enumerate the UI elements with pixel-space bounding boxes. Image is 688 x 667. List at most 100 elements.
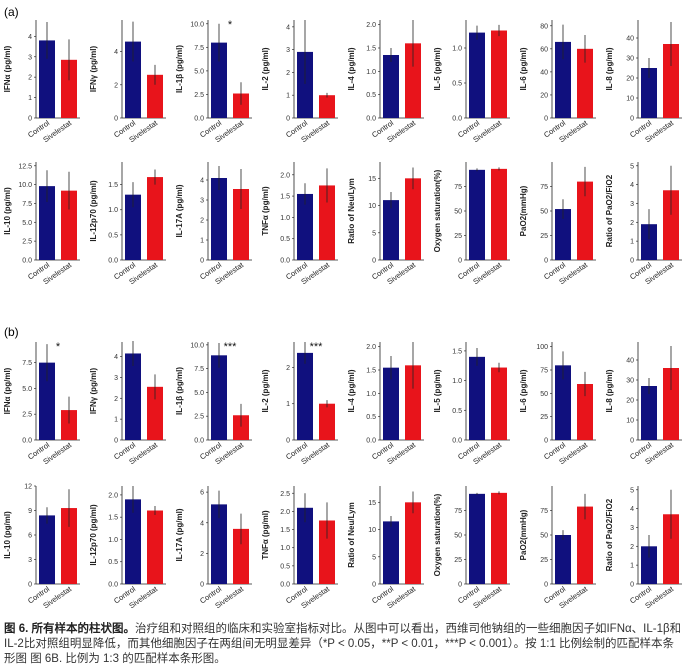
y-tick-label: 2	[28, 75, 32, 82]
y-tick-label: 0	[544, 258, 548, 265]
y-tick-label: 1.0	[452, 378, 462, 385]
y-tick-label: 50	[454, 533, 462, 540]
y-axis-label: PaO2(mmHg)	[519, 509, 528, 560]
y-tick-label: 0	[286, 438, 290, 445]
bar	[125, 499, 141, 584]
y-tick-label: 10	[368, 527, 376, 534]
y-tick-label: 2.0	[280, 509, 290, 516]
y-tick-label: 1.5	[452, 348, 462, 355]
y-axis-label: IL-6 (pg/ml)	[519, 369, 528, 412]
bar	[211, 504, 227, 584]
y-tick-label: 50	[454, 209, 462, 216]
bar	[297, 352, 313, 440]
mini-chart: IL-12p70 (pg/ml)0.00.51.01.5ControlSivel…	[89, 162, 166, 286]
panel-label: (b)	[4, 325, 19, 339]
y-tick-label: 50	[540, 209, 548, 216]
bar	[211, 178, 227, 260]
y-tick-label: 2.0	[366, 344, 376, 351]
y-axis-label: TNFα (pg/ml)	[261, 186, 270, 236]
y-tick-label: 75	[540, 508, 548, 515]
bar	[61, 410, 77, 440]
y-tick-label: 1.5	[108, 182, 118, 189]
y-axis-label: IL-12p70 (pg/ml)	[89, 180, 98, 242]
y-tick-label: 2	[630, 544, 634, 551]
y-axis-label: IFNγ (pg/ml)	[89, 46, 98, 93]
y-tick-label: 1	[286, 401, 290, 408]
bar	[555, 365, 571, 440]
y-tick-label: 5.0	[22, 386, 32, 393]
y-tick-label: 2.0	[366, 22, 376, 29]
y-tick-label: 25	[540, 414, 548, 421]
y-tick-label: 25	[540, 557, 548, 564]
y-tick-label: 0.5	[452, 81, 462, 88]
y-tick-label: 2	[286, 365, 290, 372]
y-tick-label: 60	[540, 46, 548, 53]
y-tick-label: 0.5	[108, 559, 118, 566]
y-tick-label: 0	[372, 258, 376, 265]
y-tick-label: 5.0	[194, 390, 204, 397]
y-tick-label: 2.5	[22, 239, 32, 246]
y-axis-label: Ratio of PaO2/FiO2	[605, 498, 614, 571]
y-tick-label: 4	[114, 354, 118, 361]
y-tick-label: 0.0	[22, 258, 32, 265]
bar	[233, 415, 249, 440]
mini-chart: IL-5 (pg/ml)0.00.51.01.5ControlSivelesta…	[433, 342, 510, 466]
y-tick-label: 0.0	[452, 116, 462, 123]
bar	[663, 44, 679, 118]
y-tick-label: 7.5	[22, 360, 32, 367]
bar	[383, 200, 399, 260]
y-tick-label: 0.0	[280, 582, 290, 589]
bar	[491, 30, 507, 118]
y-tick-label: 1.5	[366, 46, 376, 53]
y-axis-label: IL-8 (pg/ml)	[605, 47, 614, 90]
bar	[469, 493, 485, 584]
y-tick-label: 1.0	[280, 545, 290, 552]
y-tick-label: 5	[372, 230, 376, 237]
bar	[663, 190, 679, 260]
y-axis-label: IL-10 (pg/ml)	[3, 511, 12, 559]
y-tick-label: 2.5	[194, 414, 204, 421]
bar	[211, 42, 227, 118]
y-tick-label: 75	[454, 508, 462, 515]
y-tick-label: 50	[540, 391, 548, 398]
bar	[125, 41, 141, 119]
y-tick-label: 4	[200, 520, 204, 527]
y-tick-label: 0.0	[108, 258, 118, 265]
y-tick-label: 0	[200, 258, 204, 265]
y-tick-label: 10.0	[190, 21, 204, 28]
y-axis-label: Oxygen saturation(%)	[433, 169, 442, 252]
y-tick-label: 9	[28, 508, 32, 515]
y-tick-label: 5	[630, 163, 634, 170]
y-tick-label: 12.5	[18, 163, 32, 170]
y-tick-label: 30	[626, 378, 634, 385]
y-tick-label: 0.0	[366, 438, 376, 445]
y-tick-label: 10	[368, 203, 376, 210]
y-tick-label: 1.0	[280, 215, 290, 222]
y-tick-label: 0	[28, 116, 32, 123]
y-axis-label: IL-1β (pg/ml)	[175, 45, 184, 93]
y-axis-label: Oxygen saturation(%)	[433, 493, 442, 576]
y-tick-label: 0.0	[280, 258, 290, 265]
y-tick-label: 2	[114, 396, 118, 403]
y-axis-label: PaO2(mmHg)	[519, 185, 528, 236]
y-axis-label: IL-5 (pg/ml)	[433, 47, 442, 90]
y-tick-label: 0	[544, 116, 548, 123]
y-tick-label: 0	[544, 438, 548, 445]
y-tick-label: 1	[630, 563, 634, 570]
mini-chart: TNFα (pg/ml)0.00.51.01.52.02.5ControlSiv…	[261, 486, 338, 610]
bar	[39, 186, 55, 260]
y-tick-label: 0.5	[452, 408, 462, 415]
y-tick-label: 0	[630, 582, 634, 589]
y-tick-label: 4	[28, 34, 32, 41]
y-tick-label: 0	[458, 258, 462, 265]
bar	[577, 506, 593, 584]
bar	[39, 515, 55, 584]
bar	[641, 386, 657, 440]
y-tick-label: 3	[286, 47, 290, 54]
